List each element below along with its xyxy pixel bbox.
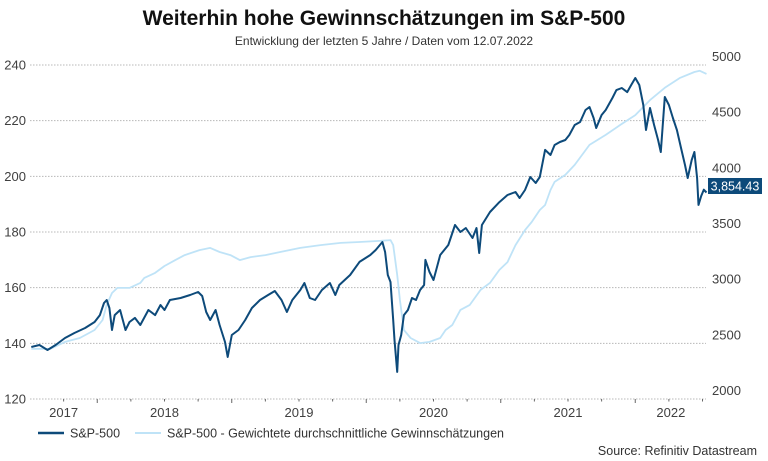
right-tick-label: 3000 xyxy=(712,272,741,287)
left-tick-label: 220 xyxy=(4,113,26,128)
right-tick-label: 3500 xyxy=(712,216,741,231)
x-tick-label: 2019 xyxy=(285,405,314,420)
right-tick-label: 2000 xyxy=(712,383,741,398)
series-layer xyxy=(31,69,708,373)
x-tick-label: 2020 xyxy=(419,405,448,420)
legend-label-estimates: S&P-500 - Gewichtete durchschnittliche G… xyxy=(167,427,504,441)
source-note: Source: Refinitiv Datastream xyxy=(598,444,757,458)
right-axis-tick-labels: 2000 2500 3000 3500 4000 4500 5000 xyxy=(712,49,741,398)
x-axis-ticks xyxy=(63,399,703,403)
x-tick-label: 2021 xyxy=(554,405,583,420)
chart-subtitle: Entwicklung der letzten 5 Jahre / Daten … xyxy=(235,34,534,48)
right-tick-label: 2500 xyxy=(712,327,741,342)
right-tick-label: 4500 xyxy=(712,105,741,120)
left-tick-label: 200 xyxy=(4,169,26,184)
left-tick-label: 160 xyxy=(4,280,26,295)
left-tick-label: 120 xyxy=(4,392,26,407)
x-tick-label: 2022 xyxy=(656,405,685,420)
end-value-label-bg xyxy=(708,178,762,194)
chart-title: Weiterhin hohe Gewinnschätzungen im S&P-… xyxy=(143,7,626,30)
x-axis-tick-labels: 2017 2018 2019 2020 2021 2022 xyxy=(49,405,685,420)
gridlines xyxy=(30,64,706,400)
left-tick-label: 140 xyxy=(4,336,26,351)
legend: S&P-500 S&P-500 - Gewichtete durchschnit… xyxy=(38,427,504,441)
x-tick-label: 2018 xyxy=(150,405,179,420)
series-line-estimates xyxy=(31,69,707,350)
left-tick-label: 180 xyxy=(4,225,26,240)
end-value-label: 3,854.43 xyxy=(708,178,762,194)
right-tick-label: 5000 xyxy=(712,49,741,64)
left-tick-label: 240 xyxy=(4,58,26,73)
right-tick-label: 4000 xyxy=(712,160,741,175)
series-line-sp500 xyxy=(31,77,708,373)
end-value-label-text: 3,854.43 xyxy=(711,180,760,194)
legend-label-sp500: S&P-500 xyxy=(70,427,120,441)
left-axis-tick-labels: 120 140 160 180 200 220 240 xyxy=(4,58,26,407)
x-tick-label: 2017 xyxy=(49,405,78,420)
